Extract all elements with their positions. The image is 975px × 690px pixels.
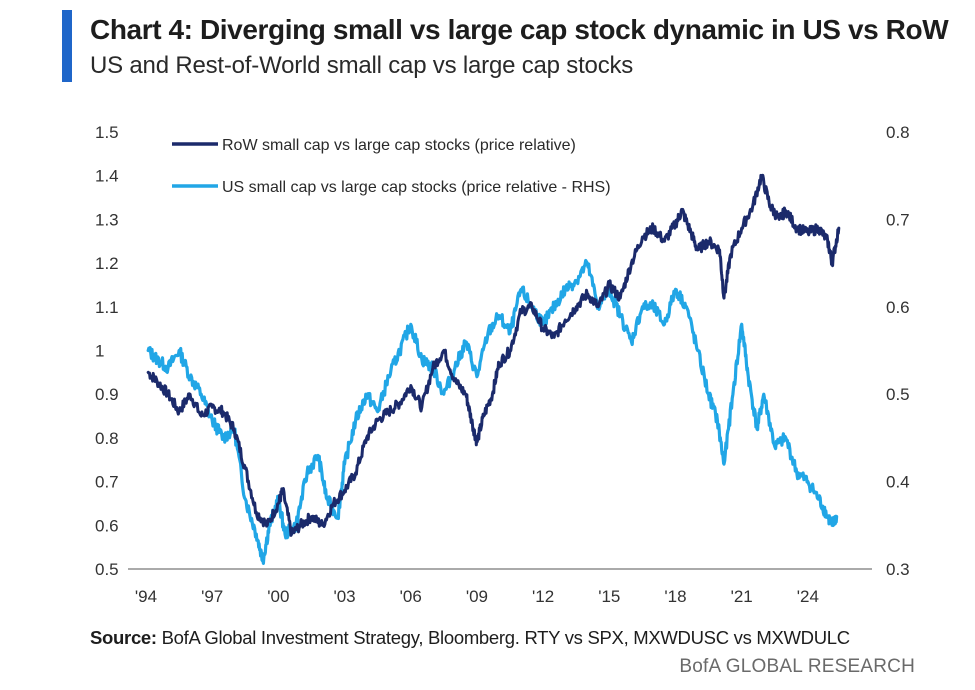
left-tick-label: 1.1: [95, 298, 119, 317]
x-tick-label: '00: [267, 587, 289, 606]
x-tick-label: '06: [400, 587, 422, 606]
left-tick-label: 0.8: [95, 429, 119, 448]
right-tick-label: 0.3: [886, 560, 910, 579]
left-tick-label: 0.5: [95, 560, 119, 579]
series-line-row: [146, 173, 841, 537]
x-tick-label: '03: [333, 587, 355, 606]
right-tick-label: 0.5: [886, 385, 910, 404]
x-tick-label: '15: [598, 587, 620, 606]
x-axis: '94 '97 '00 '03 '06 '09 '12 '15 '18 '21 '24: [135, 587, 819, 606]
chart-subtitle: US and Rest-of-World small cap vs large …: [90, 52, 634, 79]
left-tick-label: 1.4: [95, 167, 119, 186]
left-tick-label: 0.6: [95, 516, 119, 535]
x-tick-label: '94: [135, 587, 157, 606]
left-tick-label: 0.7: [95, 473, 119, 492]
left-tick-label: 0.9: [95, 385, 119, 404]
legend-label: US small cap vs large cap stocks (price …: [222, 179, 611, 196]
x-tick-label: '18: [664, 587, 686, 606]
title-accent-bar: [62, 10, 72, 82]
chart-title: Chart 4: Diverging small vs large cap st…: [90, 14, 949, 45]
source-note: Source: BofA Global Investment Strategy,…: [90, 627, 850, 649]
x-tick-label: '21: [731, 587, 753, 606]
source-label: Source:: [90, 627, 157, 648]
legend-label: RoW small cap vs large cap stocks (price…: [222, 137, 576, 154]
x-tick-label: '24: [797, 587, 819, 606]
left-axis: 0.5 0.6 0.7 0.8 0.9 1 1.1 1.2 1.3 1.4 1.5: [95, 123, 119, 579]
left-tick-label: 1.2: [95, 254, 119, 273]
series-line-us: [146, 258, 839, 565]
right-tick-label: 0.8: [886, 123, 910, 142]
right-tick-label: 0.7: [886, 210, 910, 229]
left-tick-label: 1: [95, 342, 104, 361]
brand-label: BofA GLOBAL RESEARCH: [679, 656, 915, 677]
legend: RoW small cap vs large cap stocks (price…: [172, 137, 611, 196]
left-tick-label: 1.3: [95, 210, 119, 229]
x-tick-label: '09: [466, 587, 488, 606]
x-tick-label: '97: [201, 587, 223, 606]
source-text: BofA Global Investment Strategy, Bloombe…: [156, 627, 851, 648]
right-tick-label: 0.4: [886, 473, 910, 492]
left-tick-label: 1.5: [95, 123, 119, 142]
right-axis: 0.3 0.4 0.5 0.6 0.7 0.8: [886, 123, 910, 579]
series-layer: [146, 173, 841, 565]
right-tick-label: 0.6: [886, 298, 910, 317]
x-tick-label: '12: [532, 587, 554, 606]
